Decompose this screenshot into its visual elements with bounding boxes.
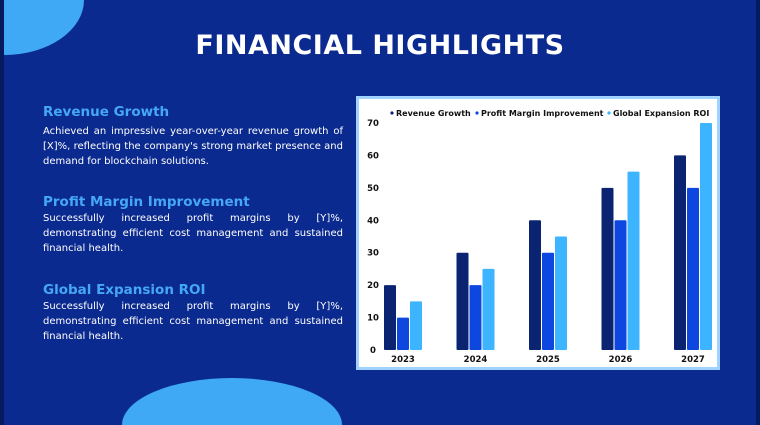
bar-2027-0 [674,155,686,350]
section-body: Successfully increased profit margins by… [43,301,343,342]
section-global-expansion: Global Expansion ROI Successfully increa… [43,282,343,344]
section-body: Achieved an impressive year-over-year re… [43,126,343,167]
bar-2023-2 [410,301,422,350]
bar-2024-2 [482,268,495,350]
slide-title: FINANCIAL HIGHLIGHTS [195,30,565,61]
y-tick-label: 30 [367,249,379,259]
x-tick-label: 2025 [536,355,560,365]
section-profit-margin: Profit Margin Improvement Successfully i… [43,194,343,256]
decorative-circle-bottom [122,378,342,425]
bar-2024-0 [456,252,469,350]
section-revenue-growth: Revenue Growth Achieved an impressive ye… [43,104,343,169]
bar-2023-1 [397,317,409,350]
x-tick-label: 2027 [681,355,705,365]
chart-container: 0 10 20 30 40 50 60 70 Revenue Growth Profit Marg… [356,96,720,370]
x-tick-label: 2024 [464,355,488,365]
bar-2023-0 [384,285,396,350]
y-tick-label: 70 [367,119,379,129]
x-tick-label: 2023 [391,355,415,365]
legend-label: Profit Margin Improvement [481,109,604,118]
legend-marker [607,111,611,115]
y-tick-label: 20 [367,281,379,291]
bar-2027-1 [687,187,699,350]
y-tick-label: 0 [370,346,376,356]
bar-2026-2 [627,171,640,350]
y-tick-label: 50 [367,184,379,194]
bar-2026-1 [614,220,627,350]
bar-2024-1 [469,285,482,350]
section-heading: Revenue Growth [43,104,170,120]
bar-2025-0 [529,220,541,350]
y-tick-label: 40 [367,216,379,226]
legend-marker [390,111,394,115]
section-body: Successfully increased profit margins by… [43,213,343,254]
y-tick-label: 60 [367,151,379,161]
bar-chart: 0 10 20 30 40 50 60 70 Revenue Growth Profit Marg… [367,109,712,365]
section-heading: Global Expansion ROI [43,282,206,298]
slide: FINANCIAL HIGHLIGHTS Revenue Growth Achi… [4,0,756,425]
bar-2025-1 [542,252,554,350]
bar-2025-2 [555,236,567,350]
legend-marker [475,111,479,115]
y-tick-label: 10 [367,314,379,324]
x-tick-label: 2026 [609,355,633,365]
bar-2026-0 [601,187,614,350]
legend-label: Global Expansion ROI [613,109,709,118]
bar-2027-2 [700,123,712,350]
legend-label: Revenue Growth [396,109,471,118]
section-heading: Profit Margin Improvement [43,194,250,210]
